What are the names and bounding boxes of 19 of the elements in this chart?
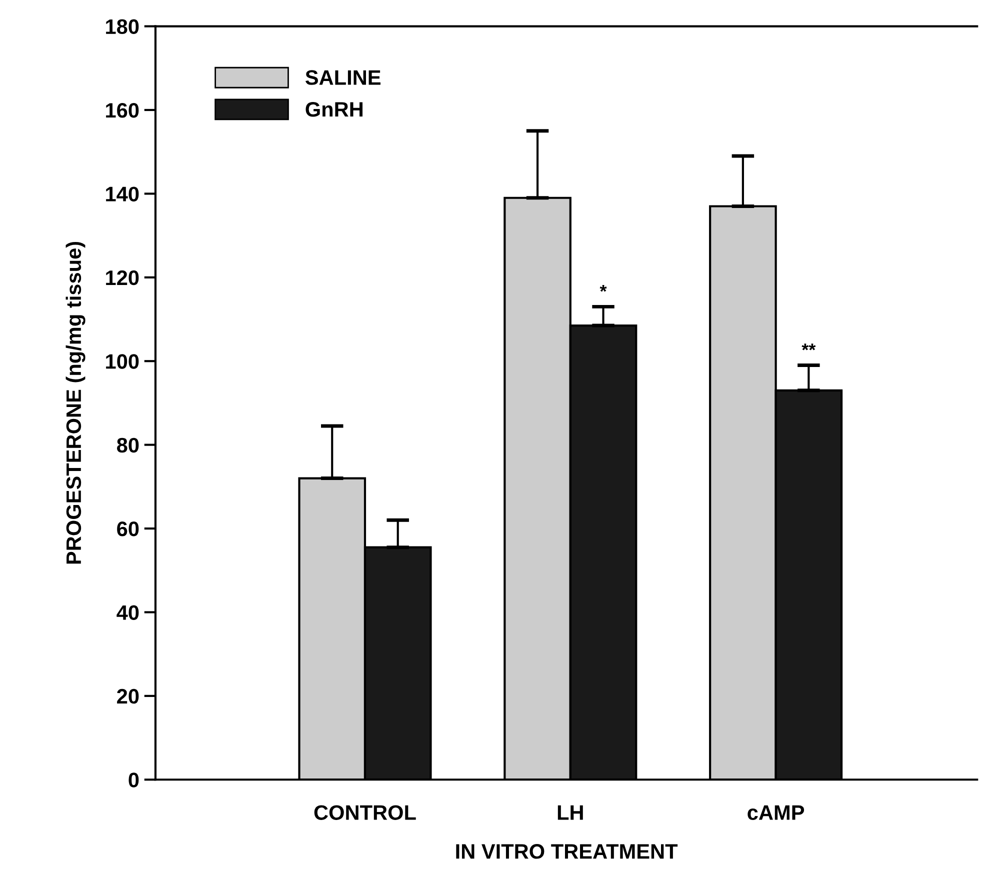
x-axis-title: IN VITRO TREATMENT (456, 844, 678, 859)
y-axis-title: PROGESTERONE (ng/mg tissue) (66, 242, 86, 564)
y-tick-label: 0 (128, 772, 139, 788)
y-tick-label: 20 (117, 688, 139, 704)
y-tick-label: 120 (106, 270, 139, 286)
y-tick-label: 100 (106, 354, 139, 369)
legend-label: GnRH (306, 102, 363, 117)
y-tick-label: 160 (106, 102, 139, 118)
y-tick-label: 180 (106, 19, 139, 34)
x-tick-label: LH (558, 805, 583, 820)
x-tick-label: cAMP (748, 805, 804, 820)
annotation: ** (802, 344, 816, 350)
x-tick-label: CONTROL (314, 805, 416, 820)
annotation: * (600, 284, 607, 292)
y-tick-label: 60 (117, 522, 139, 536)
legend-label: SALINE (305, 70, 380, 85)
y-tick-label: 80 (116, 438, 139, 453)
y-tick-label: 140 (106, 186, 139, 202)
y-tick-label: 40 (116, 605, 139, 620)
